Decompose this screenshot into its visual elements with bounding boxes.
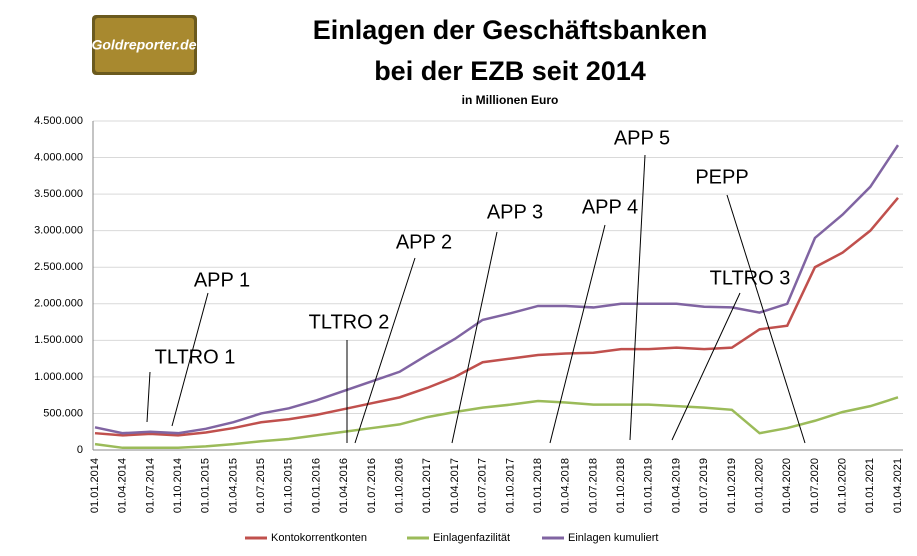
- y-tick-label: 2.500.000: [34, 261, 83, 273]
- y-tick-label: 1.000.000: [34, 371, 83, 383]
- y-tick-label: 500.000: [43, 407, 83, 419]
- x-tick-label: 01.04.2017: [449, 458, 461, 513]
- annotation: TLTRO 2: [309, 311, 390, 333]
- y-tick-label: 1.500.000: [34, 334, 83, 346]
- x-tick-label: 01.01.2017: [421, 458, 433, 513]
- x-tick-label: 01.04.2020: [781, 458, 793, 513]
- x-tick-label: 01.10.2017: [504, 458, 516, 513]
- x-tick-label: 01.04.2016: [338, 458, 350, 513]
- x-tick-label: 01.07.2020: [809, 458, 821, 513]
- annotation-pointer: [171, 292, 209, 427]
- x-tick-label: 01.01.2016: [310, 458, 322, 513]
- x-tick-label: 01.07.2019: [698, 458, 710, 513]
- x-tick-label: 01.10.2015: [283, 458, 295, 513]
- x-tick-label: 01.04.2018: [560, 458, 572, 513]
- x-tick-label: 01.10.2018: [615, 458, 627, 513]
- annotation-pointer: [451, 231, 498, 444]
- x-tick-label: 01.07.2018: [587, 458, 599, 513]
- y-tick-label: 3.000.000: [34, 225, 83, 237]
- x-tick-label: 01.01.2019: [643, 458, 655, 513]
- annotation-pointer: [549, 224, 606, 444]
- legend-label: Einlagenfazilität: [433, 532, 510, 544]
- x-tick-label: 01.04.2014: [117, 458, 129, 513]
- x-tick-label: 01.01.2015: [200, 458, 212, 513]
- annotation: TLTRO 1: [155, 346, 236, 368]
- x-tick-label: 01.07.2015: [255, 458, 267, 513]
- annotation: APP 2: [396, 231, 452, 253]
- annotation-pointer: [629, 154, 646, 441]
- annotation: PEPP: [695, 166, 748, 188]
- x-tick-label: 01.01.2020: [753, 458, 765, 513]
- x-tick-label: 01.07.2016: [366, 458, 378, 513]
- x-tick-label: 01.01.2014: [89, 458, 101, 513]
- y-tick-label: 4.500.000: [34, 115, 83, 127]
- logo-inner: [95, 18, 194, 72]
- x-tick-label: 01.10.2020: [837, 458, 849, 513]
- annotation: TLTRO 3: [710, 267, 791, 289]
- x-tick-label: 01.10.2019: [726, 458, 738, 513]
- y-tick-label: 0: [77, 444, 83, 456]
- series-line: [94, 196, 899, 437]
- logo: Goldreporter.de: [91, 37, 196, 53]
- legend-label: Einlagen kumuliert: [568, 532, 659, 544]
- x-tick-label: 01.10.2014: [172, 458, 184, 513]
- x-tick-label: 01.07.2017: [477, 458, 489, 513]
- y-tick-label: 2.000.000: [34, 298, 83, 310]
- legend-label: Kontokorrentkonten: [271, 532, 367, 544]
- chart-title: Einlagen der Geschäftsbanken: [313, 15, 708, 45]
- annotation: APP 3: [487, 201, 543, 223]
- x-tick-label: 01.04.2021: [892, 458, 904, 513]
- x-tick-label: 01.04.2015: [227, 458, 239, 513]
- series-line: [94, 396, 899, 450]
- y-tick-label: 4.000.000: [34, 151, 83, 163]
- x-tick-label: 01.07.2014: [144, 458, 156, 513]
- x-tick-label: 01.01.2021: [864, 458, 876, 513]
- chart-subtitle: in Millionen Euro: [462, 93, 559, 107]
- annotation-pointer: [726, 194, 806, 444]
- chart-title: bei der EZB seit 2014: [374, 56, 646, 86]
- annotation-pointer: [671, 292, 741, 441]
- annotation-pointer: [354, 257, 416, 444]
- annotation: APP 1: [194, 269, 250, 291]
- x-tick-label: 01.01.2018: [532, 458, 544, 513]
- series-line: [94, 144, 900, 435]
- x-tick-label: 01.04.2019: [670, 458, 682, 513]
- annotation-pointer: [146, 371, 151, 423]
- x-tick-label: 01.10.2016: [393, 458, 405, 513]
- y-tick-label: 3.500.000: [34, 188, 83, 200]
- annotation: APP 5: [614, 127, 670, 149]
- annotation: APP 4: [582, 196, 638, 218]
